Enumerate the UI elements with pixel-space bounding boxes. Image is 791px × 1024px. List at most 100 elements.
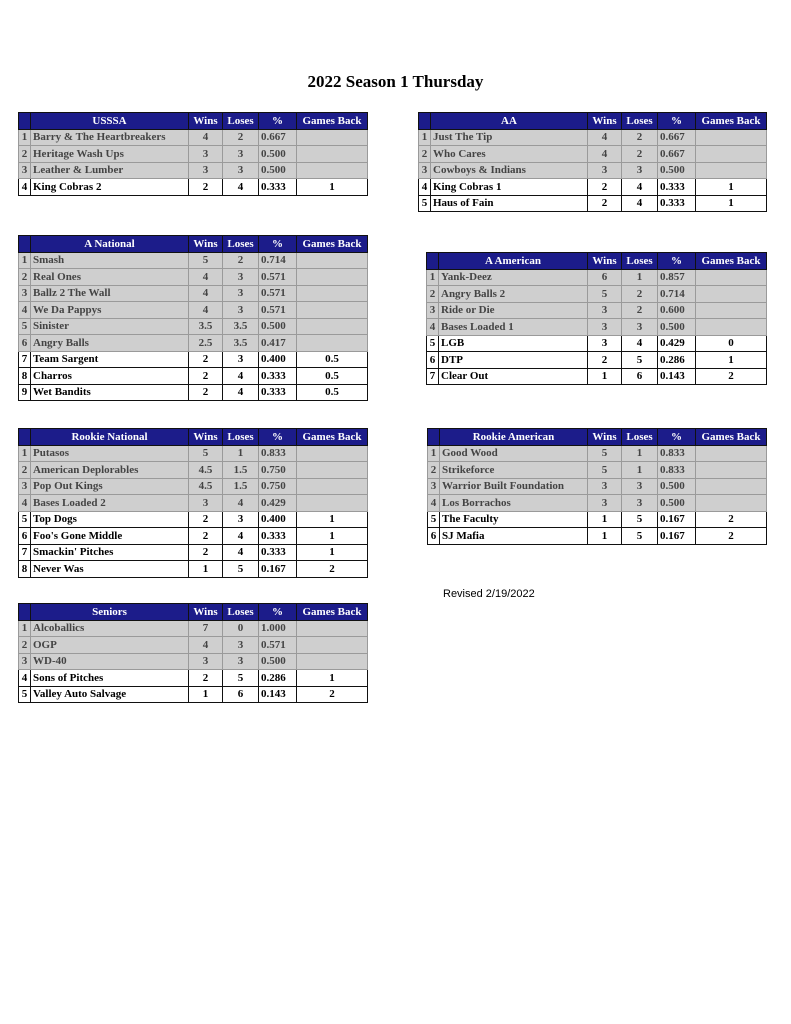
rank-cell: 2 — [18, 145, 31, 163]
team-name-cell: Clear Out — [438, 367, 588, 385]
games-back-cell: 0.5 — [296, 383, 368, 401]
pct-cell: 0.333 — [258, 383, 297, 401]
rank-cell: 3 — [427, 477, 440, 495]
wins-cell: 3 — [188, 145, 223, 163]
loses-cell: 5 — [621, 527, 658, 545]
wins-cell: 4 — [188, 301, 223, 319]
loses-header: Loses — [222, 603, 259, 621]
rank-cell: 7 — [18, 350, 31, 368]
games-back-cell — [296, 477, 368, 495]
table-row: 2 Who Cares 4 2 0.667 — [418, 145, 767, 163]
wins-cell: 2 — [188, 527, 223, 545]
team-name-cell: Valley Auto Salvage — [30, 685, 189, 703]
loses-cell: 5 — [621, 510, 658, 528]
wins-cell: 3 — [587, 334, 622, 352]
team-name-cell: Angry Balls 2 — [438, 285, 588, 303]
rank-cell: 1 — [18, 444, 31, 462]
standings-table-rookie-national: Rookie National Wins Loses% Games Back 1 Puta… — [18, 428, 368, 578]
team-name-cell: Team Sargent — [30, 350, 189, 368]
wins-cell: 2 — [188, 669, 223, 687]
team-name-cell: LGB — [438, 334, 588, 352]
team-name-cell: Ride or Die — [438, 301, 588, 319]
revised-date: Revised 2/19/2022 — [443, 588, 535, 600]
pct-cell: 0.400 — [258, 350, 297, 368]
wins-cell: 2 — [188, 367, 223, 385]
table-row: 6 Angry Balls 2.5 3.5 0.417 — [18, 334, 368, 352]
team-name-cell: OGP — [30, 636, 189, 654]
pct-cell: 0.833 — [657, 461, 696, 479]
pct-cell: 0.714 — [258, 251, 297, 269]
table-row: 4 Los Borrachos 3 3 0.500 — [427, 494, 767, 512]
wins-cell: 4 — [587, 128, 622, 146]
table-row: 5 LGB 3 4 0.429 0 — [426, 334, 767, 352]
pct-cell: 0.571 — [258, 636, 297, 654]
table-row: 1 Putasos 5 1 0.833 — [18, 444, 368, 462]
standings-table-usssa: USSSA Wins Loses% Games Back 1 Barry & The He… — [18, 112, 368, 196]
table-row: 9 Wet Bandits 2 4 0.333 0.5 — [18, 383, 368, 401]
wins-cell: 5 — [188, 444, 223, 462]
table-row: 3 Cowboys & Indians 3 3 0.500 — [418, 161, 767, 179]
games-back-cell — [296, 284, 368, 302]
table-row: 2 American Deplorables 4.5 1.5 0.750 — [18, 461, 368, 479]
loses-header: Loses — [621, 428, 658, 446]
loses-cell: 4 — [222, 367, 259, 385]
division-header: AA — [430, 112, 588, 130]
games-back-cell: 1 — [296, 543, 368, 561]
games-back-header: Games Back — [695, 428, 767, 446]
pct-cell: 0.167 — [258, 560, 297, 578]
pct-header: % — [657, 428, 696, 446]
header-row: Rookie National Wins Loses% Games Back — [18, 428, 368, 446]
loses-cell: 3 — [222, 284, 259, 302]
table-row: 2 Heritage Wash Ups 3 3 0.500 — [18, 145, 368, 163]
wins-cell: 2 — [587, 351, 622, 369]
rank-cell: 4 — [18, 301, 31, 319]
table-row: 5 Sinister 3.5 3.5 0.500 — [18, 317, 368, 335]
rank-cell: 3 — [426, 301, 439, 319]
team-name-cell: Just The Tip — [430, 128, 588, 146]
rank-header — [426, 252, 439, 270]
team-name-cell: Wet Bandits — [30, 383, 189, 401]
standings-table-aa: AA Wins Loses% Games Back 1 Just The Tip 4 2 0.6… — [418, 112, 767, 212]
table-row: 7 Smackin' Pitches 2 4 0.333 1 — [18, 543, 368, 561]
loses-cell: 3 — [222, 301, 259, 319]
pct-cell: 0.667 — [657, 145, 696, 163]
division-header: Rookie American — [439, 428, 588, 446]
team-name-cell: Los Borrachos — [439, 494, 588, 512]
table-row: 2 Real Ones 4 3 0.571 — [18, 268, 368, 286]
rank-header — [18, 428, 31, 446]
pct-cell: 1.000 — [258, 619, 297, 637]
team-name-cell: Leather & Lumber — [30, 161, 189, 179]
division-header: Seniors — [30, 603, 189, 621]
games-back-cell: 1 — [296, 178, 368, 196]
loses-cell: 2 — [621, 285, 658, 303]
wins-cell: 2.5 — [188, 334, 223, 352]
pct-cell: 0.286 — [258, 669, 297, 687]
rank-cell: 6 — [18, 527, 31, 545]
wins-cell: 2 — [188, 543, 223, 561]
loses-header: Loses — [621, 112, 658, 130]
pct-cell: 0.500 — [657, 161, 696, 179]
header-row: Rookie American Wins Loses% Games Back — [427, 428, 767, 446]
header-row: A American Wins Loses% Games Back — [426, 252, 767, 270]
table-row: 3 Leather & Lumber 3 3 0.500 — [18, 161, 368, 179]
games-back-header: Games Back — [695, 112, 767, 130]
games-back-header: Games Back — [296, 603, 368, 621]
rank-cell: 3 — [18, 161, 31, 179]
table-row: 4 King Cobras 2 2 4 0.333 1 — [18, 178, 368, 196]
table-row: 5 Valley Auto Salvage 1 6 0.143 2 — [18, 685, 368, 703]
rank-header — [18, 235, 31, 253]
rank-cell: 6 — [18, 334, 31, 352]
pct-cell: 0.667 — [657, 128, 696, 146]
rank-cell: 7 — [18, 543, 31, 561]
wins-cell: 1 — [587, 367, 622, 385]
loses-cell: 3 — [222, 636, 259, 654]
wins-cell: 1 — [587, 527, 622, 545]
team-name-cell: WD-40 — [30, 652, 189, 670]
loses-cell: 5 — [621, 351, 658, 369]
wins-cell: 1 — [188, 560, 223, 578]
team-name-cell: Barry & The Heartbreakers — [30, 128, 189, 146]
loses-cell: 1 — [621, 268, 658, 286]
pct-cell: 0.500 — [657, 477, 696, 495]
loses-header: Loses — [621, 252, 658, 270]
rank-cell: 1 — [418, 128, 431, 146]
